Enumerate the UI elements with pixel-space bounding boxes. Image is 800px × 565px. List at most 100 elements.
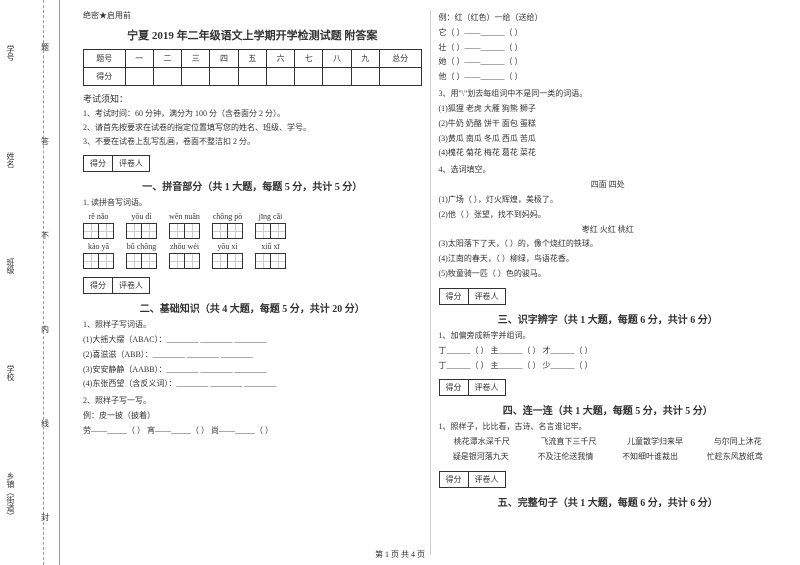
- right-column: 例：红（红色）一给（送给） 它（ ）——______（ ） 壮（ ）——____…: [431, 10, 786, 555]
- match-row: 桃花潭水深千尺飞流直下三千尺儿童散学归来早与尔同上沐花: [439, 436, 778, 447]
- match-item: 与尔同上沐花: [714, 436, 762, 447]
- seal-marker: 封: [41, 512, 49, 523]
- score-cell: [210, 68, 238, 86]
- fill-item: 丁______（ ） 主______（ ） 才______（ ）: [439, 345, 778, 358]
- question-label: 1. 读拼音写词语。: [83, 197, 422, 208]
- scorer-box: 得分评卷人: [439, 379, 506, 396]
- tianzi-grid: [169, 223, 200, 239]
- pinyin-text: xiū xī: [261, 242, 279, 251]
- seal-marker: 内: [41, 324, 49, 335]
- seal-marker: 线: [41, 418, 49, 429]
- notice-item: 3、不要在试卷上乱写乱画，卷面不整洁扣 2 分。: [83, 136, 422, 148]
- fill-item: 他（ ）——______（ ）: [439, 71, 778, 84]
- fill-item: (4)江南的春天，（ ）柳绿，鸟语花香。: [439, 253, 778, 266]
- binding-label: 班级: [5, 253, 16, 279]
- seal-marker: 题: [41, 42, 49, 53]
- score-cell: [351, 68, 379, 86]
- tianzi-cell: [83, 253, 99, 269]
- fill-item: (1)大摇大摆（ABAC）：________ ________ ________: [83, 334, 422, 347]
- match-row: 疑是银河落九天 不及汪伦送我情 不知细叶谁裁出 忙趁东风放纸鸢: [439, 451, 778, 462]
- score-cell: [125, 68, 153, 86]
- pinyin-text: jīng cǎi: [259, 212, 283, 221]
- scorer-box: 得分评卷人: [439, 288, 506, 305]
- marker-label: 评卷人: [469, 289, 505, 304]
- fill-item: (5)牧童骑一匹（ ）色的骏马。: [439, 268, 778, 281]
- binding-label: 学号: [5, 40, 16, 66]
- score-label: 得分: [440, 289, 469, 304]
- fill-item: (3)太阳落下了天，（ ）的，像个烧红的铁球。: [439, 238, 778, 251]
- section-3-title: 三、识字辨字（共 1 大题，每题 6 分，共计 6 分）: [439, 311, 778, 326]
- tianzi-cell: [169, 223, 185, 239]
- fill-item: (2)喜滋滋（ABB）：________ ________ ________: [83, 349, 422, 362]
- question-label: 1、照样子写词语。: [83, 319, 422, 330]
- section-2-title: 二、基础知识（共 4 大题，每题 5 分，共计 20 分）: [83, 300, 422, 315]
- fill-item: (1)广场（ ），灯火辉煌，美极了。: [439, 194, 778, 207]
- score-cell: [153, 68, 181, 86]
- tianzi-grid: [255, 253, 286, 269]
- word-group: (1)狐狸 老虎 大雁 狗熊 狮子: [439, 103, 778, 116]
- tianzi-cell: [169, 253, 185, 269]
- tianzi-grid: [126, 223, 157, 239]
- pinyin-group: yōu dì: [126, 212, 157, 239]
- pinyin-text: zhōu wéi: [170, 242, 199, 251]
- binding-label: 乡镇（街道）: [5, 467, 16, 525]
- marker-label: 评卷人: [469, 472, 505, 487]
- match-item: 疑是银河落九天: [453, 451, 509, 462]
- scorer-box: 得分评卷人: [439, 471, 506, 488]
- match-item: 不知细叶谁裁出: [622, 451, 678, 462]
- score-cell: [295, 68, 323, 86]
- tianzi-grid: [212, 253, 243, 269]
- pinyin-text: bǔ chōng: [127, 242, 157, 251]
- tianzi-cell: [126, 253, 142, 269]
- left-column: 绝密★启用前 宁夏 2019 年二年级语文上学期开学检测试题 附答案 题号一二三…: [75, 10, 431, 555]
- pinyin-text: wēn nuǎn: [169, 212, 200, 221]
- tianzi-cell: [98, 223, 114, 239]
- notice-item: 2、请首先按要求在试卷的指定位置填写您的姓名、班级、学号。: [83, 122, 422, 134]
- word-group: (2)牛奶 奶酪 饼干 面包 蛋糕: [439, 118, 778, 131]
- tianzi-cell: [83, 223, 99, 239]
- match-item: 不及汪伦送我情: [537, 451, 593, 462]
- tianzi-cell: [126, 223, 142, 239]
- score-label: 得分: [440, 380, 469, 395]
- tianzi-grid: [169, 253, 200, 269]
- score-header: 题号: [84, 50, 126, 68]
- score-label: 得分: [84, 156, 113, 171]
- tianzi-cell: [270, 223, 286, 239]
- example-text: 例：皮一披（披着）: [83, 410, 422, 423]
- tianzi-cell: [212, 223, 228, 239]
- score-header: 六: [266, 50, 294, 68]
- word-options: 枣红 火红 桃红: [439, 224, 778, 237]
- match-item: 忙趁东风放纸鸢: [707, 451, 763, 462]
- fill-item: (4)东张西望（含反义词）：________ ________ ________: [83, 378, 422, 391]
- tianzi-cell: [184, 253, 200, 269]
- marker-label: 评卷人: [469, 380, 505, 395]
- secret-label: 绝密★启用前: [83, 10, 422, 21]
- match-item: 飞流直下三千尺: [540, 436, 596, 447]
- score-label: 得分: [440, 472, 469, 487]
- seal-marker: 答: [41, 136, 49, 147]
- pinyin-text: yōu xì: [217, 242, 237, 251]
- score-table: 题号一二三四五六七八九总分 得分: [83, 49, 422, 86]
- score-header: 七: [295, 50, 323, 68]
- score-row-label: 得分: [84, 68, 126, 86]
- fill-item: 她（ ）——______（ ）: [439, 56, 778, 69]
- tianzi-cell: [227, 253, 243, 269]
- match-item: 儿童散学归来早: [627, 436, 683, 447]
- tianzi-cell: [255, 223, 271, 239]
- score-header: 四: [210, 50, 238, 68]
- word-options: 四面 四处: [439, 179, 778, 192]
- tianzi-grid: [83, 223, 114, 239]
- score-header: 五: [238, 50, 266, 68]
- question-label: 3、用"\"划去每组词中不是同一类的词语。: [439, 88, 778, 99]
- score-header: 三: [182, 50, 210, 68]
- score-header: 八: [323, 50, 351, 68]
- tianzi-grid: [83, 253, 114, 269]
- tianzi-cell: [184, 223, 200, 239]
- pinyin-group: yōu xì: [212, 242, 243, 269]
- binding-label: 姓名: [5, 147, 16, 173]
- tianzi-cell: [98, 253, 114, 269]
- marker-label: 评卷人: [113, 278, 149, 293]
- scorer-box: 得分评卷人: [83, 155, 150, 172]
- pinyin-group: bǔ chōng: [126, 242, 157, 269]
- pinyin-text: yōu dì: [131, 212, 151, 221]
